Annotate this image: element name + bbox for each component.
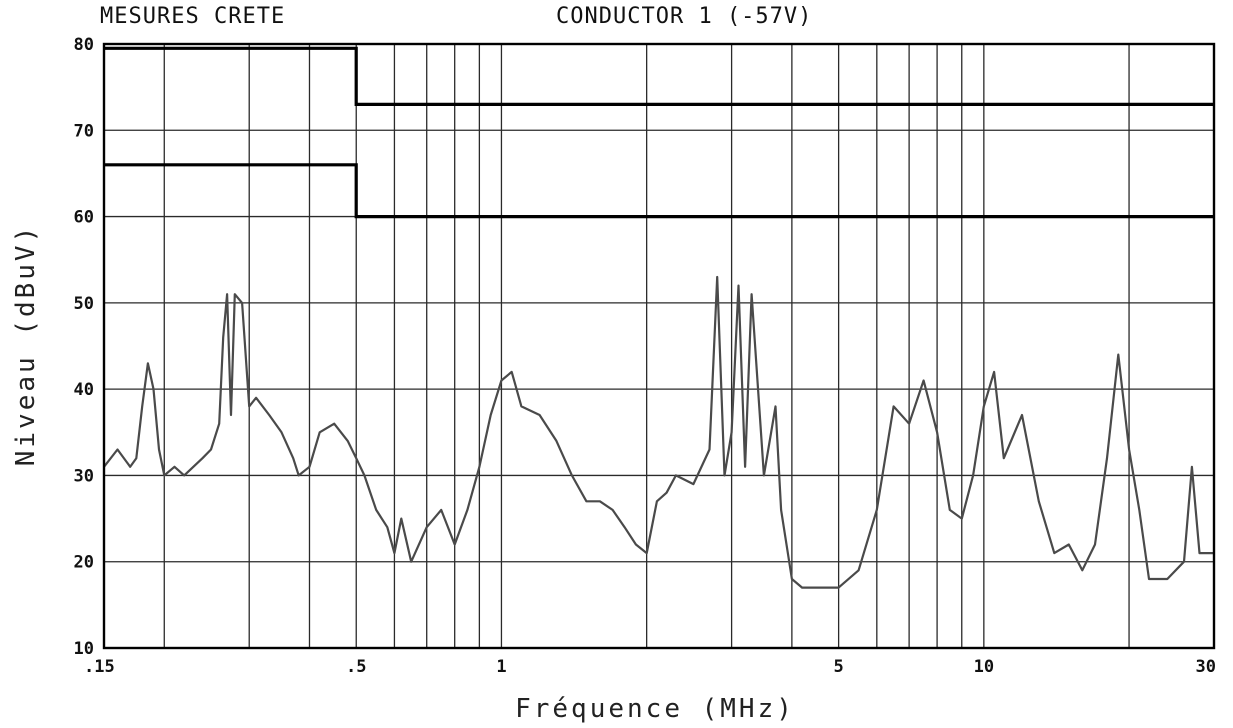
series-layer <box>103 275 1214 589</box>
plot-border <box>102 42 1216 650</box>
y-tick-label: 60 <box>74 208 94 228</box>
x-tick-labels: .15 .5 1 5 10 30 <box>84 657 1216 677</box>
grid <box>104 43 1214 649</box>
chart-title-left: MESURES CRETE <box>100 4 286 29</box>
y-tick-label: 80 <box>74 35 94 55</box>
y-tick-label: 50 <box>74 294 94 314</box>
y-tick-labels: 10 20 30 40 50 60 70 80 <box>74 35 94 659</box>
x-tick-label: .5 <box>346 657 366 677</box>
x-tick-label: 5 <box>834 657 844 677</box>
limit-lines <box>104 46 1214 219</box>
x-tick-label: 10 <box>974 657 994 677</box>
chart-title-right: CONDUCTOR 1 (-57V) <box>556 4 813 29</box>
y-tick-label: 20 <box>74 553 94 573</box>
plot-frame <box>102 42 1216 650</box>
limit-quasi-peak <box>104 46 1214 107</box>
x-tick-label: .15 <box>84 657 115 677</box>
y-tick-label: 30 <box>74 466 94 486</box>
x-axis-label: Fréquence (MHz) <box>515 694 795 724</box>
y-axis-label: Niveau (dBuV) <box>11 224 41 467</box>
limit-average <box>104 163 1214 219</box>
x-tick-label: 30 <box>1196 657 1216 677</box>
y-tick-label: 10 <box>74 639 94 659</box>
y-tick-label: 40 <box>74 380 94 400</box>
measurement-series-line <box>103 275 1214 589</box>
x-tick-label: 1 <box>496 657 506 677</box>
y-tick-label: 70 <box>74 121 94 141</box>
